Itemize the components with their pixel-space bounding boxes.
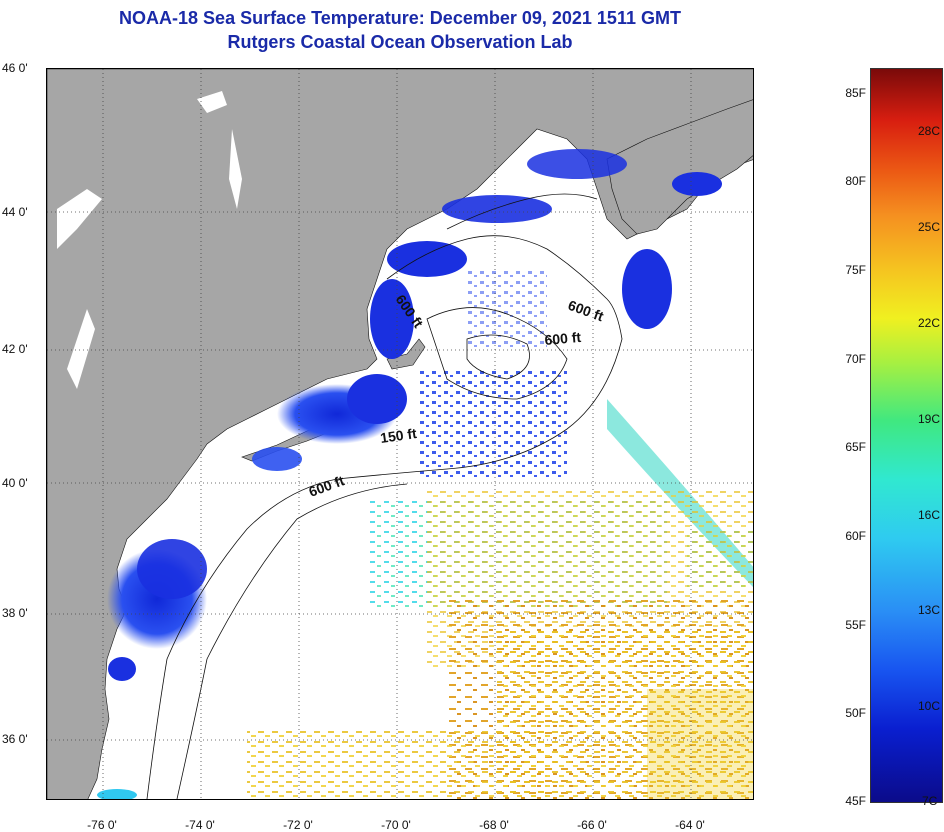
colorbar-label-22c: 22C [918,316,941,330]
temperature-colorbar: 85F 80F 75F 70F 65F 60F 55F 50F 45F 28C … [845,68,943,808]
colorbar-label-75f: 75F [845,263,866,277]
lat-label-38: 38 0' [2,606,28,620]
colorbar-label-85f: 85F [845,86,866,100]
bathymetry-contours [146,193,623,799]
lake-ontario [57,189,102,249]
cold-water-patches [107,149,722,681]
contour-label-150ft: 150 ft [379,425,418,446]
land-cape-cod [386,338,426,370]
map-title: NOAA-18 Sea Surface Temperature: Decembe… [0,6,800,54]
lat-label-44: 44 0' [2,205,28,219]
lake-champlain [229,129,242,209]
colorbar-label-70f: 70F [845,352,866,366]
lat-label-42: 42 0' [2,342,28,356]
lon-label-68: -68 0' [479,818,509,832]
lon-label-70: -70 0' [381,818,411,832]
sst-map: 600 ft 600 ft 600 ft 150 ft 600 ft [46,68,754,800]
lon-label-76: -76 0' [87,818,117,832]
title-line-1: NOAA-18 Sea Surface Temperature: Decembe… [119,8,681,28]
colorbar-label-55f: 55F [845,618,866,632]
colorbar-label-25c: 25C [918,220,941,234]
colorbar-label-10c: 10C [918,699,941,713]
lon-label-66: -66 0' [577,818,607,832]
lat-label-40: 40 0' [2,476,28,490]
colorbar-label-7c: 7C [922,794,938,808]
colorbar-label-80f: 80F [845,174,866,188]
warm-water-patches [247,489,753,799]
colorbar-label-19c: 19C [918,412,941,426]
colorbar-label-45f: 45F [845,794,866,808]
lon-label-72: -72 0' [283,818,313,832]
colorbar-gradient [870,68,943,803]
lat-label-36: 36 0' [2,732,28,746]
contour-label-600ft-georges: 600 ft [544,329,582,348]
lon-label-64: -64 0' [675,818,705,832]
colorbar-label-28c: 28C [918,124,941,138]
inland-river [67,309,95,389]
colorbar-label-50f: 50F [845,706,866,720]
colorbar-label-65f: 65F [845,440,866,454]
inland-lake [197,91,227,113]
colorbar-label-60f: 60F [845,529,866,543]
colorbar-label-16c: 16C [918,508,941,522]
colorbar-label-13c: 13C [918,603,941,617]
lon-label-74: -74 0' [185,818,215,832]
lat-label-46: 46 0' [2,61,28,75]
land-nova-scotia [606,99,753,235]
sst-map-canvas: 600 ft 600 ft 600 ft 150 ft 600 ft [47,69,753,799]
title-line-2: Rutgers Coastal Ocean Observation Lab [227,32,573,52]
